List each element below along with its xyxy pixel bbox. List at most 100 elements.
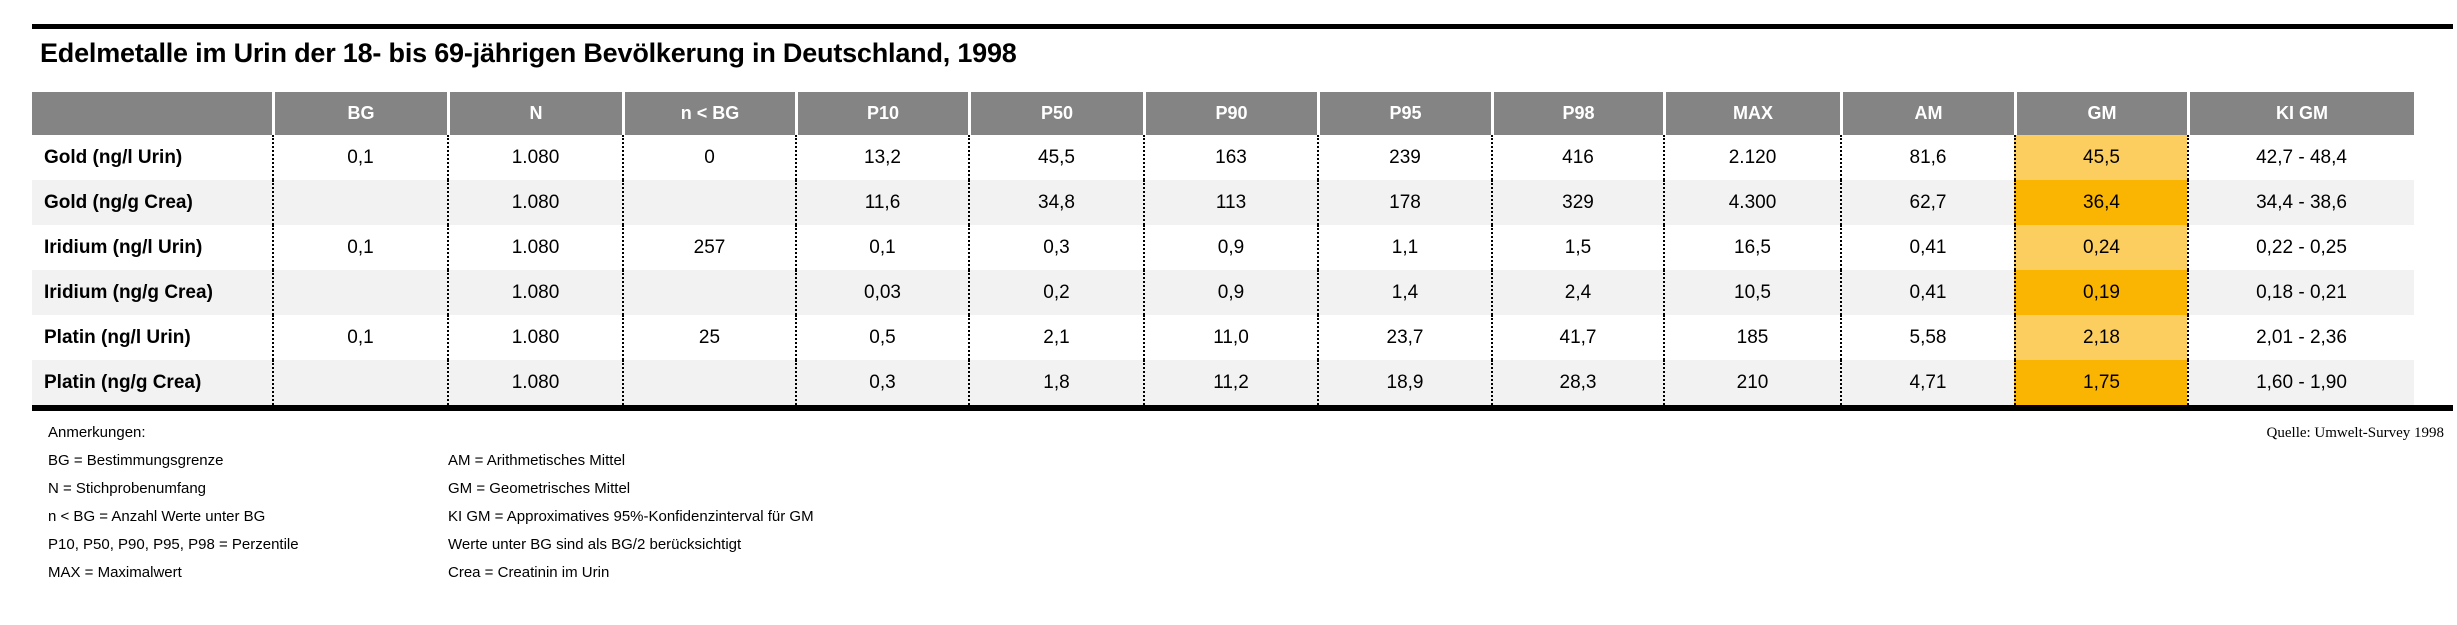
cell-bg xyxy=(272,270,447,315)
cell-p90: 11,2 xyxy=(1143,360,1317,405)
row-label: Iridium (ng/g Crea) xyxy=(44,281,213,303)
notes-row: MAX = Maximalwert Crea = Creatinin im Ur… xyxy=(48,559,2453,587)
cell-p50: 34,8 xyxy=(968,180,1143,225)
cell-p10: 0,3 xyxy=(795,360,968,405)
note-crea: Crea = Creatinin im Urin xyxy=(448,564,610,581)
table-row: Gold (ng/g Crea) 1.080 11,6 34,8 113 178 329 4.… xyxy=(32,180,2414,225)
cell-p95: 23,7 xyxy=(1317,315,1491,360)
page: Edelmetalle im Urin der 18- bis 69-jähri… xyxy=(32,24,2453,587)
column-header-p98: P98 xyxy=(1491,92,1663,135)
cell-p10: 0,1 xyxy=(795,225,968,270)
cell-p95: 1,4 xyxy=(1317,270,1491,315)
cell-max: 10,5 xyxy=(1663,270,1840,315)
cell-am: 0,41 xyxy=(1840,225,2014,270)
cell-p90: 0,9 xyxy=(1143,270,1317,315)
cell-p50: 0,3 xyxy=(968,225,1143,270)
cell-p95: 239 xyxy=(1317,135,1491,180)
note-percentiles: P10, P50, P90, P95, P98 = Perzentile xyxy=(48,536,299,553)
table-row: Platin (ng/l Urin) 0,1 1.080 25 0,5 2,1 11,0 23… xyxy=(32,315,2414,360)
column-header-metal xyxy=(32,92,272,135)
cell-p95: 1,1 xyxy=(1317,225,1491,270)
cell-p98: 329 xyxy=(1491,180,1663,225)
cell-n: 1.080 xyxy=(447,180,622,225)
cell-am: 4,71 xyxy=(1840,360,2014,405)
cell-am: 0,41 xyxy=(1840,270,2014,315)
row-label: Iridium (ng/l Urin) xyxy=(44,236,203,258)
cell-p98: 41,7 xyxy=(1491,315,1663,360)
source-credit: Quelle: Umwelt-Survey 1998 xyxy=(2266,425,2444,441)
column-header-am: AM xyxy=(1840,92,2014,135)
cell-p50: 0,2 xyxy=(968,270,1143,315)
cell-am: 62,7 xyxy=(1840,180,2014,225)
cell-gm: 2,18 xyxy=(2014,315,2187,360)
column-header-n: N xyxy=(447,92,622,135)
cell-p90: 11,0 xyxy=(1143,315,1317,360)
note-bg: BG = Bestimmungsgrenze xyxy=(48,452,224,469)
cell-p10: 0,5 xyxy=(795,315,968,360)
cell-p98: 1,5 xyxy=(1491,225,1663,270)
cell-n-lt-bg: 25 xyxy=(622,315,795,360)
column-header-ki-gm: KI GM xyxy=(2187,92,2414,135)
note-n-lt-bg: n < BG = Anzahl Werte unter BG xyxy=(48,508,266,525)
cell-n-lt-bg xyxy=(622,360,795,405)
cell-bg xyxy=(272,360,447,405)
note-werte-unter-bg: Werte unter BG sind als BG/2 berücksicht… xyxy=(448,536,742,553)
table-row: Gold (ng/l Urin) 0,1 1.080 0 13,2 45,5 163 239 4… xyxy=(32,135,2414,180)
cell-max: 185 xyxy=(1663,315,1840,360)
cell-max: 2.120 xyxy=(1663,135,1840,180)
row-label: Gold (ng/g Crea) xyxy=(44,191,193,213)
cell-p10: 13,2 xyxy=(795,135,968,180)
column-header-p10: P10 xyxy=(795,92,968,135)
notes-heading: Anmerkungen: xyxy=(48,424,146,441)
cell-n-lt-bg: 257 xyxy=(622,225,795,270)
table-row: Iridium (ng/g Crea) 1.080 0,03 0,2 0,9 1,4 2,4… xyxy=(32,270,2414,315)
page-title: Edelmetalle im Urin der 18- bis 69-jähri… xyxy=(40,38,1017,68)
table-row: Platin (ng/g Crea) 1.080 0,3 1,8 11,2 18,9 28,… xyxy=(32,360,2414,405)
cell-ki-gm: 34,4 - 38,6 xyxy=(2187,180,2414,225)
cell-n-lt-bg xyxy=(622,270,795,315)
cell-n: 1.080 xyxy=(447,360,622,405)
cell-max: 210 xyxy=(1663,360,1840,405)
cell-am: 81,6 xyxy=(1840,135,2014,180)
cell-n-lt-bg xyxy=(622,180,795,225)
cell-ki-gm: 1,60 - 1,90 xyxy=(2187,360,2414,405)
table-body: Gold (ng/l Urin) 0,1 1.080 0 13,2 45,5 163 239 4… xyxy=(32,135,2414,405)
column-header-p50: P50 xyxy=(968,92,1143,135)
row-label: Platin (ng/l Urin) xyxy=(44,326,191,348)
cell-p90: 163 xyxy=(1143,135,1317,180)
column-header-bg: BG xyxy=(272,92,447,135)
cell-bg xyxy=(272,180,447,225)
cell-gm: 45,5 xyxy=(2014,135,2187,180)
cell-ki-gm: 0,22 - 0,25 xyxy=(2187,225,2414,270)
cell-gm: 1,75 xyxy=(2014,360,2187,405)
cell-p50: 45,5 xyxy=(968,135,1143,180)
cell-n-lt-bg: 0 xyxy=(622,135,795,180)
note-am: AM = Arithmetisches Mittel xyxy=(448,452,626,469)
notes-row: BG = Bestimmungsgrenze AM = Arithmetisch… xyxy=(48,447,2453,475)
cell-n: 1.080 xyxy=(447,135,622,180)
cell-p90: 0,9 xyxy=(1143,225,1317,270)
cell-p10: 11,6 xyxy=(795,180,968,225)
cell-gm: 0,24 xyxy=(2014,225,2187,270)
top-rule xyxy=(32,24,2453,29)
cell-max: 4.300 xyxy=(1663,180,1840,225)
cell-max: 16,5 xyxy=(1663,225,1840,270)
cell-p95: 18,9 xyxy=(1317,360,1491,405)
cell-n: 1.080 xyxy=(447,225,622,270)
cell-p98: 416 xyxy=(1491,135,1663,180)
column-header-gm: GM xyxy=(2014,92,2187,135)
cell-p90: 113 xyxy=(1143,180,1317,225)
cell-ki-gm: 42,7 - 48,4 xyxy=(2187,135,2414,180)
cell-ki-gm: 2,01 - 2,36 xyxy=(2187,315,2414,360)
column-header-p95: P95 xyxy=(1317,92,1491,135)
cell-bg: 0,1 xyxy=(272,135,447,180)
column-header-n-lt-bg: n < BG xyxy=(622,92,795,135)
column-header-p90: P90 xyxy=(1143,92,1317,135)
row-label: Platin (ng/g Crea) xyxy=(44,371,202,393)
cell-p50: 1,8 xyxy=(968,360,1143,405)
notes-row: Anmerkungen: Quelle: Umwelt-Survey 1998 xyxy=(48,419,2453,447)
column-header-max: MAX xyxy=(1663,92,1840,135)
bottom-rule xyxy=(32,405,2453,411)
